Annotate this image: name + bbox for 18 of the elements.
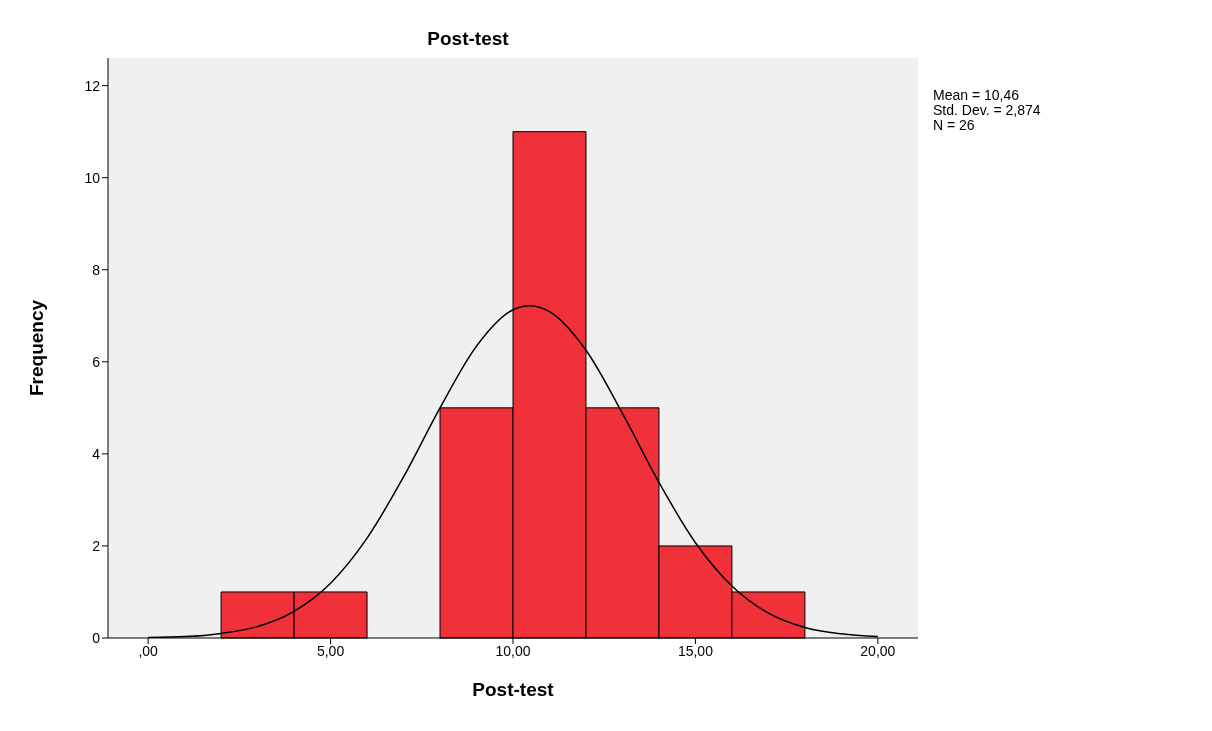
chart-title: Post-test [426,28,510,50]
x-tick-label: 5,00 [316,642,345,659]
text: N = 26 [933,117,976,133]
y-tick-label: 6 [92,353,101,370]
text: Mean = 10,46 [933,87,1020,103]
y-tick-label: 2 [92,537,101,554]
y-tick-label: 12 [84,77,101,94]
y-tick-label: 4 [92,445,101,462]
x-tick-label: ,00 [138,642,159,659]
y-tick-label: 8 [92,261,101,278]
x-tick-label: 15,00 [677,642,714,659]
y-tick-label: 0 [92,629,101,646]
y-tick-label: 10 [84,169,101,186]
x-tick-label: 20,00 [860,642,896,659]
y-axis-title: Frequency [25,299,47,397]
x-tick-label: 10,00 [495,642,531,659]
x-axis-title: Post-test [472,679,555,700]
text: Std. Dev. = 2,874 [933,102,1041,118]
